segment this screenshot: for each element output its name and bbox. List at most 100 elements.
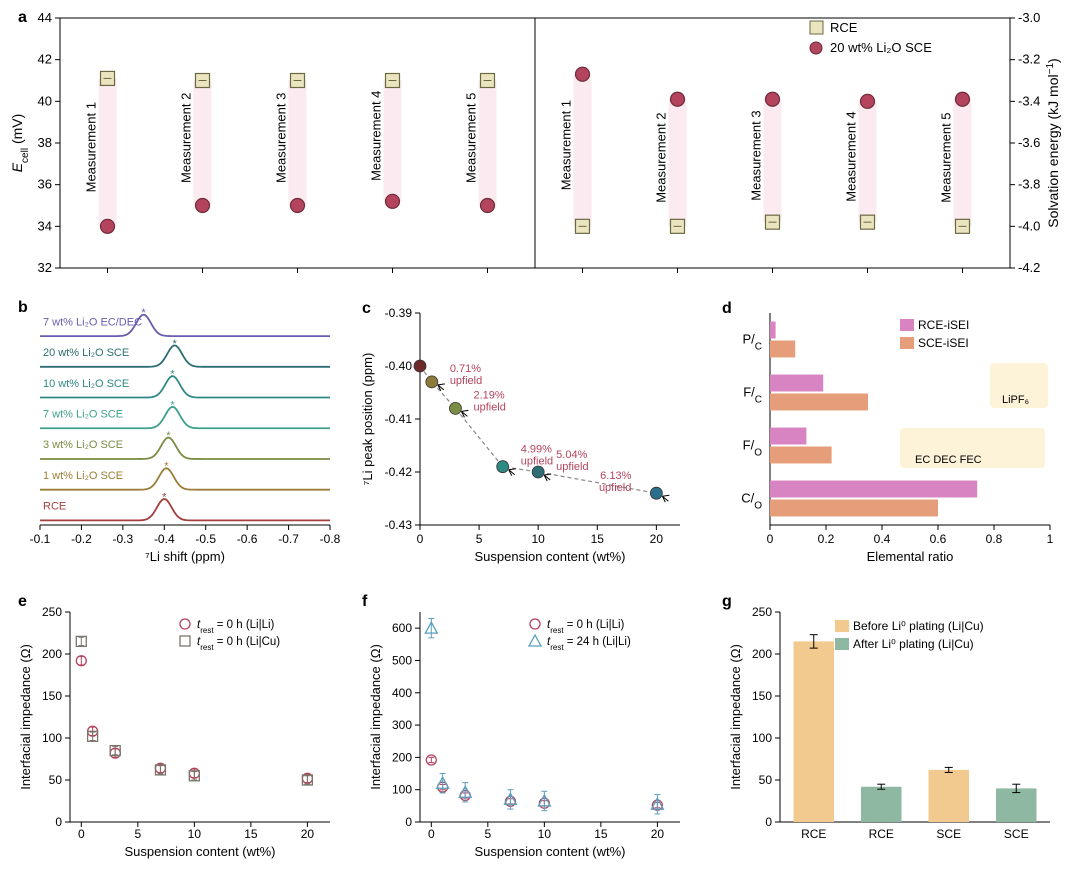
svg-text:5: 5 <box>476 532 483 546</box>
svg-text:RCE: RCE <box>801 827 826 841</box>
svg-text:Measurement 4: Measurement 4 <box>369 91 384 181</box>
svg-text:Elemental ratio: Elemental ratio <box>867 549 954 564</box>
svg-text:0.4: 0.4 <box>874 532 891 546</box>
svg-text:15: 15 <box>594 827 608 841</box>
svg-text:200: 200 <box>752 647 772 661</box>
svg-text:250: 250 <box>42 605 62 619</box>
svg-text:e: e <box>18 593 27 610</box>
svg-text:36: 36 <box>38 177 52 192</box>
svg-text:2.19%upfield: 2.19%upfield <box>473 389 505 413</box>
svg-text:Measurement 3: Measurement 3 <box>274 93 289 183</box>
svg-text:15: 15 <box>244 827 258 841</box>
svg-text:-3.6: -3.6 <box>1018 135 1040 150</box>
svg-text:0: 0 <box>428 827 435 841</box>
svg-text:1 wt% Li₂O SCE: 1 wt% Li₂O SCE <box>43 470 123 482</box>
svg-text:-0.43: -0.43 <box>385 518 413 532</box>
svg-text:15: 15 <box>591 532 605 546</box>
svg-text:-3.4: -3.4 <box>1018 93 1040 108</box>
svg-text:-0.40: -0.40 <box>385 359 413 373</box>
svg-text:7 wt% Li₂O EC/DEC: 7 wt% Li₂O EC/DEC <box>43 316 142 328</box>
svg-text:0.71%upfield: 0.71%upfield <box>450 363 482 387</box>
svg-text:250: 250 <box>752 605 772 619</box>
svg-text:-0.5: -0.5 <box>195 532 216 546</box>
svg-text:trest = 0 h (Li|Li): trest = 0 h (Li|Li) <box>547 619 625 635</box>
svg-text:0: 0 <box>78 827 85 841</box>
svg-text:Interfacial impedance (Ω): Interfacial impedance (Ω) <box>18 644 33 790</box>
svg-text:32: 32 <box>38 260 52 275</box>
svg-text:Measurement 2: Measurement 2 <box>179 93 194 183</box>
svg-text:Measurement 2: Measurement 2 <box>654 112 669 202</box>
svg-text:500: 500 <box>392 653 412 667</box>
svg-text:RCE: RCE <box>869 827 894 841</box>
svg-text:-0.2: -0.2 <box>71 532 92 546</box>
panel-a-label: a <box>18 9 27 26</box>
svg-text:44: 44 <box>38 10 52 25</box>
svg-text:-3.8: -3.8 <box>1018 177 1040 192</box>
svg-text:0: 0 <box>405 815 412 829</box>
svg-text:5: 5 <box>134 827 141 841</box>
svg-text:-0.6: -0.6 <box>237 532 258 546</box>
svg-text:EC DEC FEC: EC DEC FEC <box>915 454 982 466</box>
svg-text:Measurement 5: Measurement 5 <box>464 93 479 183</box>
svg-text:5.04%upfield: 5.04%upfield <box>556 449 588 473</box>
svg-text:⁷Li peak position (ppm): ⁷Li peak position (ppm) <box>360 353 375 486</box>
svg-text:10: 10 <box>188 827 202 841</box>
svg-text:Solvation energy (kJ mol−1): Solvation energy (kJ mol−1) <box>1045 58 1062 227</box>
svg-text:400: 400 <box>392 686 412 700</box>
svg-text:Suspension content (wt%): Suspension content (wt%) <box>474 844 625 859</box>
svg-text:g: g <box>722 593 732 610</box>
svg-text:0: 0 <box>417 532 424 546</box>
svg-text:20: 20 <box>651 827 665 841</box>
svg-text:*: * <box>166 430 171 442</box>
svg-text:trest = 24 h (Li|Li): trest = 24 h (Li|Li) <box>547 636 631 652</box>
svg-text:0.6: 0.6 <box>930 532 947 546</box>
svg-text:*: * <box>141 307 146 319</box>
svg-text:42: 42 <box>38 52 52 67</box>
svg-text:SCE: SCE <box>1004 827 1029 841</box>
svg-text:-0.42: -0.42 <box>385 465 413 479</box>
svg-text:3 wt% Li₂O SCE: 3 wt% Li₂O SCE <box>43 439 123 451</box>
svg-text:trest = 0 h (Li|Li): trest = 0 h (Li|Li) <box>197 619 275 635</box>
svg-text:⁷Li shift (ppm): ⁷Li shift (ppm) <box>145 549 225 564</box>
svg-text:10: 10 <box>532 532 546 546</box>
svg-text:-0.3: -0.3 <box>113 532 134 546</box>
svg-text:150: 150 <box>42 689 62 703</box>
svg-text:Measurement 5: Measurement 5 <box>939 112 954 202</box>
svg-text:-0.8: -0.8 <box>320 532 341 546</box>
svg-text:trest = 0 h (Li|Cu): trest = 0 h (Li|Cu) <box>197 636 280 652</box>
svg-text:Ecell (mV): Ecell (mV) <box>9 114 31 173</box>
svg-text:5: 5 <box>484 827 491 841</box>
svg-text:1: 1 <box>1047 532 1054 546</box>
svg-text:-0.39: -0.39 <box>385 306 413 320</box>
svg-text:20: 20 <box>301 827 315 841</box>
svg-text:100: 100 <box>42 731 62 745</box>
svg-text:200: 200 <box>42 647 62 661</box>
svg-text:0: 0 <box>55 815 62 829</box>
svg-text:34: 34 <box>38 218 52 233</box>
svg-text:50: 50 <box>49 773 63 787</box>
svg-text:-3.2: -3.2 <box>1018 52 1040 67</box>
svg-text:*: * <box>162 491 167 503</box>
svg-text:P/C: P/C <box>742 332 762 353</box>
svg-text:SCE-iSEI: SCE-iSEI <box>918 336 969 350</box>
svg-text:7 wt% Li₂O SCE: 7 wt% Li₂O SCE <box>43 409 123 421</box>
svg-text:F/C: F/C <box>743 385 762 406</box>
svg-text:10: 10 <box>538 827 552 841</box>
svg-text:0: 0 <box>767 532 774 546</box>
svg-text:Measurement 3: Measurement 3 <box>749 110 764 200</box>
svg-text:F/O: F/O <box>743 438 763 459</box>
svg-text:0: 0 <box>765 815 772 829</box>
svg-text:6.13%upfield: 6.13%upfield <box>599 470 632 494</box>
svg-text:-0.1: -0.1 <box>30 532 51 546</box>
svg-text:20 wt% Li₂O SCE: 20 wt% Li₂O SCE <box>830 40 932 55</box>
svg-text:*: * <box>170 399 175 411</box>
svg-text:Before Li⁰ plating (Li|Cu): Before Li⁰ plating (Li|Cu) <box>853 619 984 633</box>
svg-text:*: * <box>173 338 178 350</box>
svg-text:Measurement 4: Measurement 4 <box>844 111 859 201</box>
svg-text:-0.41: -0.41 <box>385 412 413 426</box>
svg-text:200: 200 <box>392 750 412 764</box>
svg-text:After Li⁰ plating (Li|Cu): After Li⁰ plating (Li|Cu) <box>853 637 974 651</box>
svg-text:RCE: RCE <box>43 501 66 513</box>
svg-text:-4.2: -4.2 <box>1018 260 1040 275</box>
svg-text:RCE-iSEI: RCE-iSEI <box>918 318 969 332</box>
